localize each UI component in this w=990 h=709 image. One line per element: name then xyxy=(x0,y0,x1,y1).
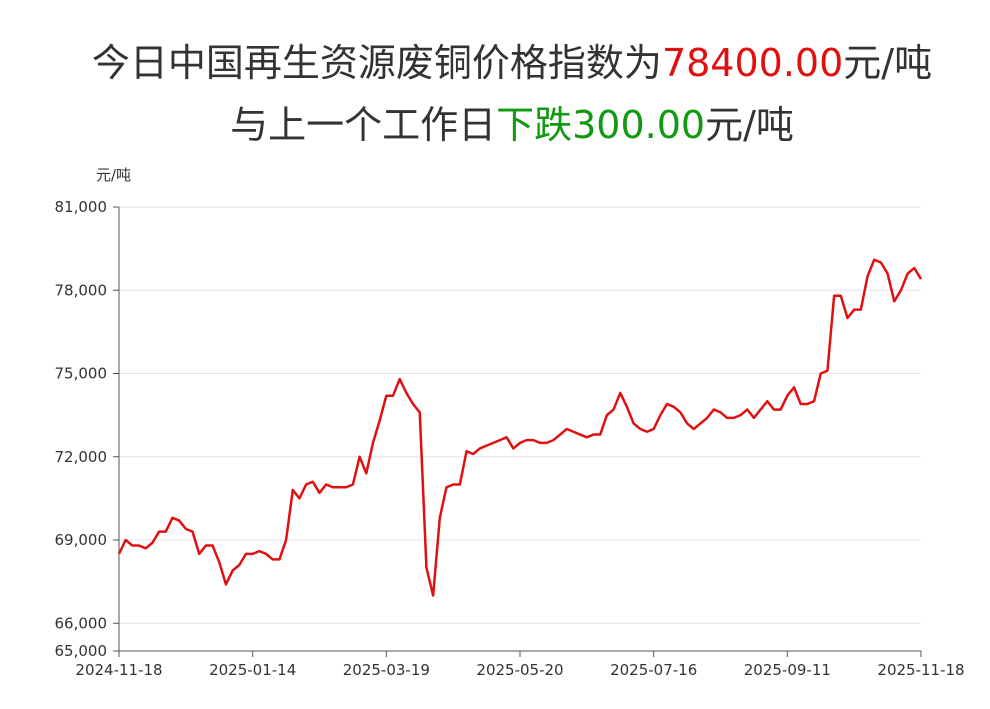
title-price: 78400.00 xyxy=(662,41,843,85)
chart-title: 今日中国再生资源废铜价格指数为78400.00元/吨 xyxy=(92,41,932,85)
y-axis-label: 元/吨 xyxy=(96,166,131,184)
y-tick-label: 81,000 xyxy=(55,198,108,216)
data-line xyxy=(117,258,923,597)
subtitle-text: 与上一个工作日 xyxy=(230,103,496,147)
y-tick-label: 69,000 xyxy=(55,531,108,549)
chart-subtitle: 与上一个工作日下跌300.00元/吨 xyxy=(230,103,794,147)
x-tick-label: 2025-07-16 xyxy=(610,661,697,679)
y-tick-label: 72,000 xyxy=(55,448,108,466)
x-tick-label: 2024-11-18 xyxy=(75,661,162,679)
y-tick-label: 65,000 xyxy=(55,642,108,660)
title-unit: 元/吨 xyxy=(843,41,932,85)
y-tick-label: 78,000 xyxy=(55,281,108,299)
title-text: 今日中国再生资源废铜价格指数为 xyxy=(92,41,662,85)
x-tick-label: 2025-09-11 xyxy=(744,661,831,679)
x-tick-label: 2025-03-19 xyxy=(343,661,430,679)
x-tick-label: 2025-05-20 xyxy=(476,661,563,679)
y-tick-label: 66,000 xyxy=(55,614,108,632)
y-tick-label: 75,000 xyxy=(55,365,108,383)
x-tick-label: 2025-11-18 xyxy=(877,661,964,679)
subtitle-change: 下跌300.00 xyxy=(496,103,705,147)
x-tick-label: 2025-01-14 xyxy=(209,661,296,679)
subtitle-unit: 元/吨 xyxy=(705,103,794,147)
